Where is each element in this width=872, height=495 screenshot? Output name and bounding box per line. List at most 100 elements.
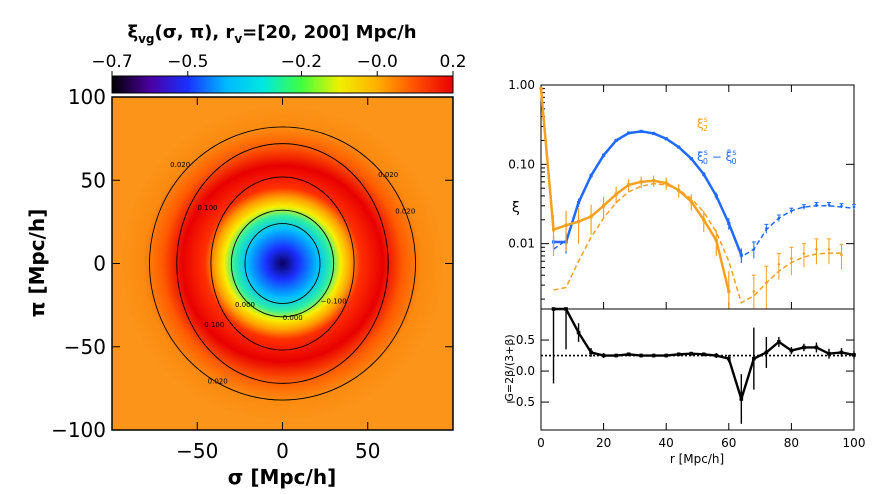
- series-line: [553, 182, 842, 304]
- data-point: [614, 353, 618, 358]
- g-ylabel: G=2β/(3+β): [503, 334, 516, 401]
- legend-xi2: ξs 2: [697, 115, 708, 133]
- g-axes: −0.5 0.0 0.5 0 20 40 60 80 100: [506, 333, 866, 450]
- data-point: [727, 289, 731, 294]
- heatmap-axes: −50 0 50 −100 −50 0 50 100: [51, 85, 453, 463]
- legend-xi0: ξs 0 − ξ̄s 0: [697, 148, 737, 166]
- data-point: [639, 180, 643, 184]
- x-tick-label: 100: [843, 436, 866, 450]
- y-tick-label: 1.00: [508, 78, 535, 92]
- xi-ylabel: ξ: [512, 200, 520, 216]
- data-point: [839, 350, 844, 355]
- data-point: [677, 188, 681, 192]
- heatmap-panel: ξvg(σ, π), rv=[20, 200] Mpc/h −0.7 −0.5 −0…: [25, 22, 467, 489]
- data-point: [752, 247, 756, 251]
- contour-line: [244, 223, 321, 304]
- data-point: [701, 352, 706, 357]
- title-args: (σ, π), r: [155, 22, 235, 43]
- series-line: [553, 130, 855, 259]
- data-point: [664, 353, 668, 358]
- data-point: [576, 330, 581, 335]
- data-point: [765, 281, 768, 285]
- data-point: [789, 348, 794, 353]
- xi-panel: 0.01 0.10 1.00 ξ ξs 2 ξs 0 − ξ̄s 0: [508, 78, 856, 310]
- x-tick-label: 50: [355, 439, 380, 463]
- data-point: [601, 353, 606, 358]
- data-point: [539, 87, 543, 91]
- contour-labels: 0.020 0.020 0.020 0.100 0.100 0.000 −0.100 0.00…: [170, 161, 415, 385]
- data-point: [564, 223, 568, 227]
- x-tick-label: 20: [596, 436, 611, 450]
- contour-label: 0.000: [283, 314, 303, 322]
- data-point: [676, 352, 681, 357]
- heatmap-ylabel: π [Mpc/h]: [25, 209, 49, 318]
- data-point: [551, 228, 556, 232]
- data-point: [727, 356, 731, 361]
- heatmap-xlabel: σ [Mpc/h]: [228, 465, 336, 489]
- colorbar-strip: [111, 75, 454, 94]
- data-point: [614, 192, 618, 196]
- contour-label: 0.000: [235, 301, 255, 309]
- y-tick-label: 0.5: [516, 333, 535, 347]
- contour-line: [210, 176, 355, 351]
- data-point: [589, 214, 593, 219]
- colorbar-tick-label: −0.5: [167, 52, 208, 72]
- data-point: [551, 307, 556, 311]
- g-series: [551, 307, 856, 424]
- title-range: =[20, 200] Mpc/h: [242, 22, 416, 43]
- contour-label: −0.100: [321, 297, 347, 305]
- data-point: [639, 353, 643, 358]
- y-tick-label: 0: [93, 252, 106, 276]
- contour-label: 0.020: [170, 161, 190, 169]
- data-point: [764, 350, 769, 355]
- title-xi: ξ: [127, 22, 138, 43]
- y-tick-label: 0.01: [508, 237, 535, 251]
- x-tick-label: 40: [659, 436, 674, 450]
- data-point: [614, 138, 618, 143]
- data-point: [777, 262, 781, 266]
- data-point: [602, 204, 606, 208]
- series-line: [539, 88, 731, 292]
- contour-line: [176, 143, 389, 384]
- g-frame: [540, 308, 855, 431]
- data-point: [827, 351, 831, 356]
- data-point: [702, 218, 706, 222]
- data-point: [852, 353, 856, 357]
- heatmap-title: ξvg(σ, π), rv=[20, 200] Mpc/h: [127, 22, 416, 46]
- data-point: [815, 203, 818, 206]
- contour-line: [149, 126, 416, 401]
- heatmap-plot: 0.020 0.020 0.020 0.100 0.100 0.000 −0.100 0.00…: [112, 97, 453, 430]
- contour-lines: [149, 126, 416, 401]
- data-point: [790, 209, 793, 213]
- data-point: [626, 352, 631, 357]
- y-tick-label: 0.0: [516, 364, 535, 378]
- data-point: [840, 204, 843, 208]
- data-point: [652, 179, 656, 183]
- title-sub2: v: [234, 32, 242, 46]
- data-point: [802, 345, 806, 350]
- data-point: [802, 205, 806, 209]
- xi-legend: ξs 2 ξs 0 − ξ̄s 0: [697, 115, 737, 166]
- data-point: [714, 353, 719, 358]
- x-tick-label: 0: [537, 436, 545, 450]
- data-point: [827, 203, 831, 206]
- y-tick-label: −50: [64, 335, 106, 359]
- data-point: [777, 216, 781, 220]
- data-point: [576, 200, 581, 205]
- colorbar-tick-label: −0.0: [357, 52, 398, 72]
- contour-label: 0.020: [395, 208, 415, 216]
- data-point: [689, 199, 693, 204]
- data-point: [827, 247, 831, 251]
- colorbar-tick-label: 0.2: [439, 52, 466, 72]
- heatmap-field: [120, 105, 445, 422]
- xi-axes: 0.01 0.10 1.00: [508, 78, 855, 309]
- data-point: [627, 131, 631, 135]
- contour-label: 0.100: [204, 321, 224, 329]
- data-point: [651, 353, 656, 358]
- x-tick-label: −50: [176, 439, 218, 463]
- data-point: [652, 131, 656, 136]
- y-tick-label: 100: [68, 85, 106, 109]
- data-point: [664, 181, 668, 185]
- data-point: [777, 340, 781, 344]
